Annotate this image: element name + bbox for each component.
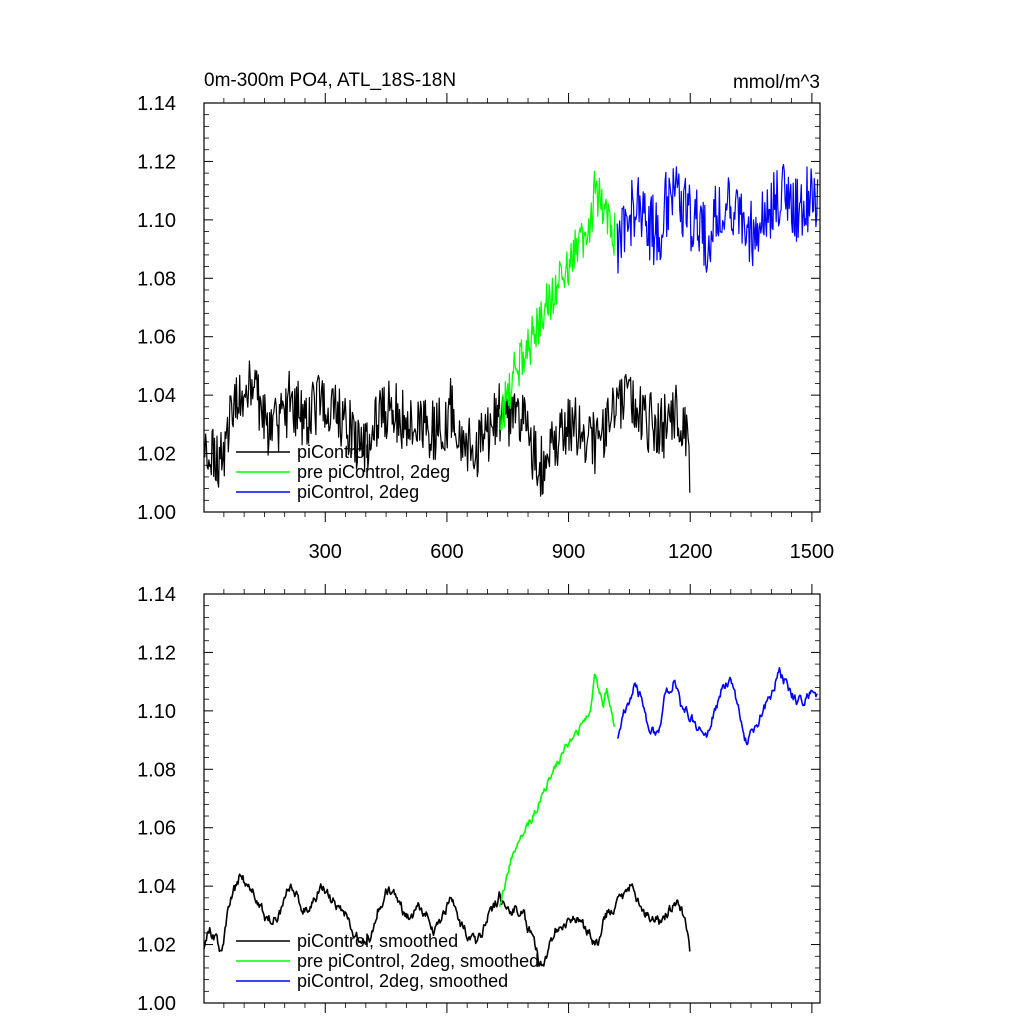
- chart-units: mmol/m^3: [733, 72, 820, 93]
- y-tick-label: 1.14: [137, 584, 176, 606]
- y-tick-label: 1.12: [137, 151, 176, 173]
- y-tick-label: 1.00: [137, 993, 176, 1015]
- x-tick-label: 600: [430, 541, 463, 563]
- y-tick-label: 1.10: [137, 210, 176, 232]
- x-tick-label: 1200: [668, 541, 713, 563]
- legend-label-picontrol-smoothed: piControl, smoothed: [297, 931, 458, 951]
- series-layer: [203, 666, 818, 967]
- y-tick-label: 1.04: [137, 385, 176, 407]
- bottom-panel: 1.00 1.02 1.04 1.06 1.08 1.10 1.12 1.14 piContr…: [137, 584, 821, 1015]
- series-line-pre-picontrol-2deg-smoothed: [498, 673, 616, 907]
- series-line-pre-picontrol-2deg: [499, 170, 616, 431]
- plot-frame: [203, 593, 821, 1004]
- y-tick-label: 1.06: [137, 327, 176, 349]
- y-tick-label: 1.02: [137, 935, 176, 957]
- series-line-picontrol-smoothed: [203, 873, 691, 967]
- ticks-layer: 1.00 1.02 1.04 1.06 1.08 1.10 1.12 1.14 300 600 90…: [137, 93, 834, 563]
- legend: piControl, smoothed pre piControl, 2deg,…: [236, 931, 539, 991]
- y-tick-label: 1.10: [137, 701, 176, 723]
- ticks-layer: 1.00 1.02 1.04 1.06 1.08 1.10 1.12 1.14: [137, 584, 820, 1015]
- y-tick-label: 1.04: [137, 876, 176, 898]
- y-tick-label: 1.14: [137, 93, 176, 115]
- top-panel: 0m-300m PO4, ATL_18S-18N mmol/m^3 1.001.…: [137, 70, 834, 563]
- y-tick-label: 1.02: [137, 444, 176, 466]
- x-tick-label: 1500: [790, 541, 835, 563]
- legend-label-picontrol-2deg: piControl, 2deg: [297, 482, 419, 502]
- legend: piControl pre piControl, 2deg piControl,…: [236, 442, 450, 502]
- y-tick-label: 1.08: [137, 268, 176, 290]
- legend-label-pre-picontrol-2deg-smoothed: pre piControl, 2deg, smoothed: [297, 951, 539, 971]
- series-line-picontrol: [203, 360, 691, 497]
- legend-label-picontrol: piControl: [297, 442, 369, 462]
- x-tick-label: 900: [552, 541, 585, 563]
- series-line-picontrol-2deg-smoothed: [617, 666, 818, 746]
- series-layer: [203, 164, 819, 497]
- plot-frame: [203, 102, 821, 513]
- series-line-picontrol-2deg: [616, 164, 819, 274]
- y-tick-label: 1.00: [137, 502, 176, 524]
- legend-label-pre-picontrol-2deg: pre piControl, 2deg: [297, 462, 450, 482]
- y-tick-label: 1.08: [137, 759, 176, 781]
- x-tick-label: 300: [309, 541, 342, 563]
- y-tick-label: 1.12: [137, 642, 176, 664]
- legend-label-picontrol-2deg-smoothed: piControl, 2deg, smoothed: [297, 971, 508, 991]
- chart-title: 0m-300m PO4, ATL_18S-18N: [204, 70, 456, 91]
- y-tick-label: 1.06: [137, 818, 176, 840]
